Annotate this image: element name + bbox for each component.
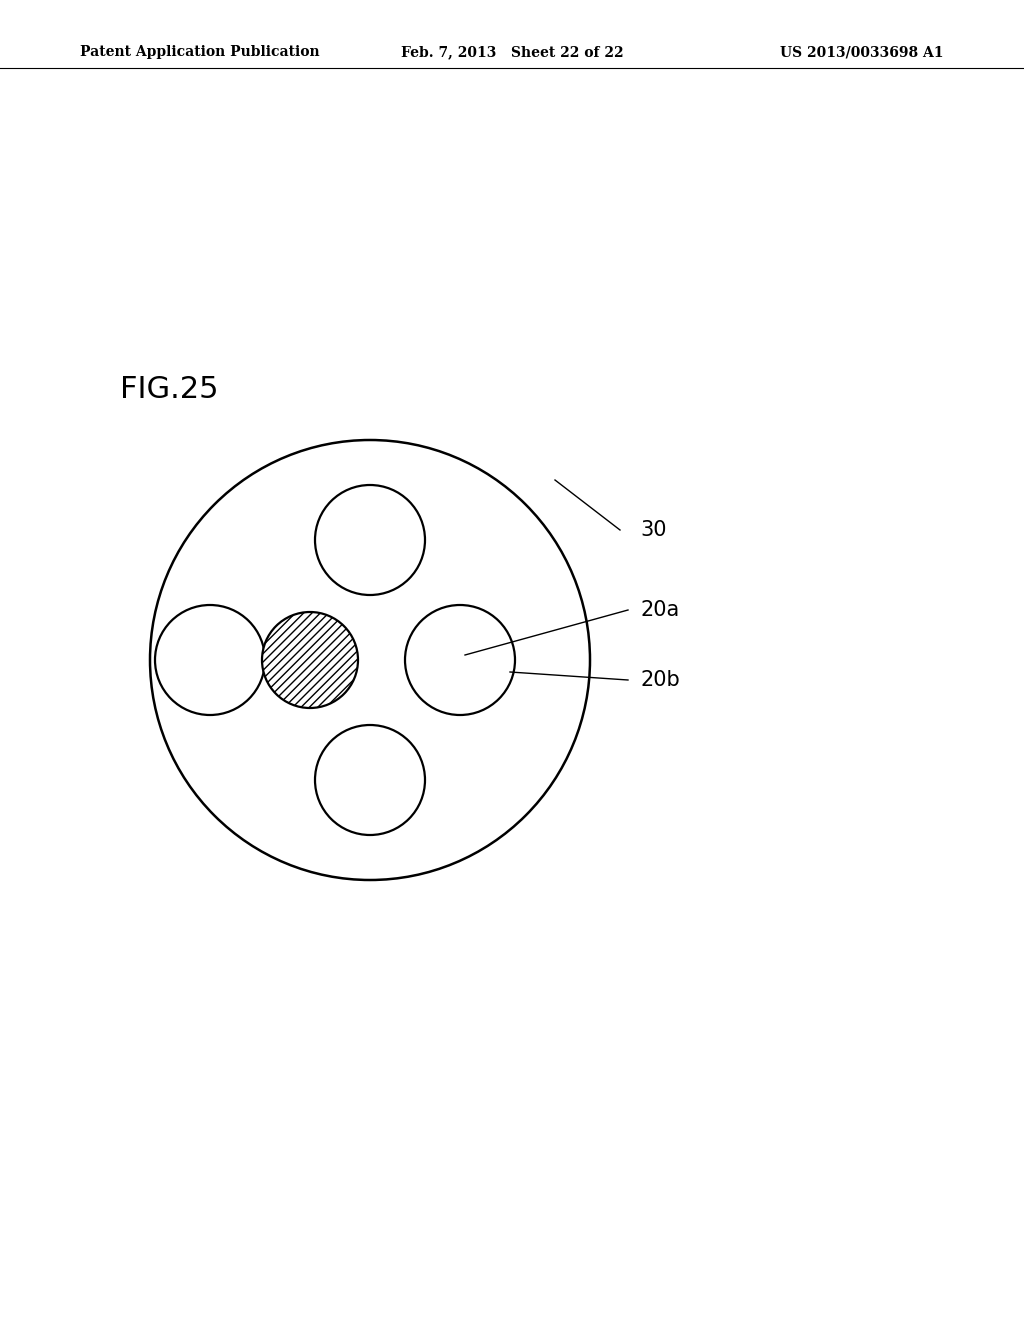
Text: US 2013/0033698 A1: US 2013/0033698 A1 <box>780 45 944 59</box>
Text: FIG.25: FIG.25 <box>120 375 218 404</box>
Circle shape <box>262 612 358 708</box>
Text: 20a: 20a <box>640 601 679 620</box>
Text: 30: 30 <box>640 520 667 540</box>
Text: 20b: 20b <box>640 671 680 690</box>
Text: Feb. 7, 2013   Sheet 22 of 22: Feb. 7, 2013 Sheet 22 of 22 <box>400 45 624 59</box>
Text: Patent Application Publication: Patent Application Publication <box>80 45 319 59</box>
